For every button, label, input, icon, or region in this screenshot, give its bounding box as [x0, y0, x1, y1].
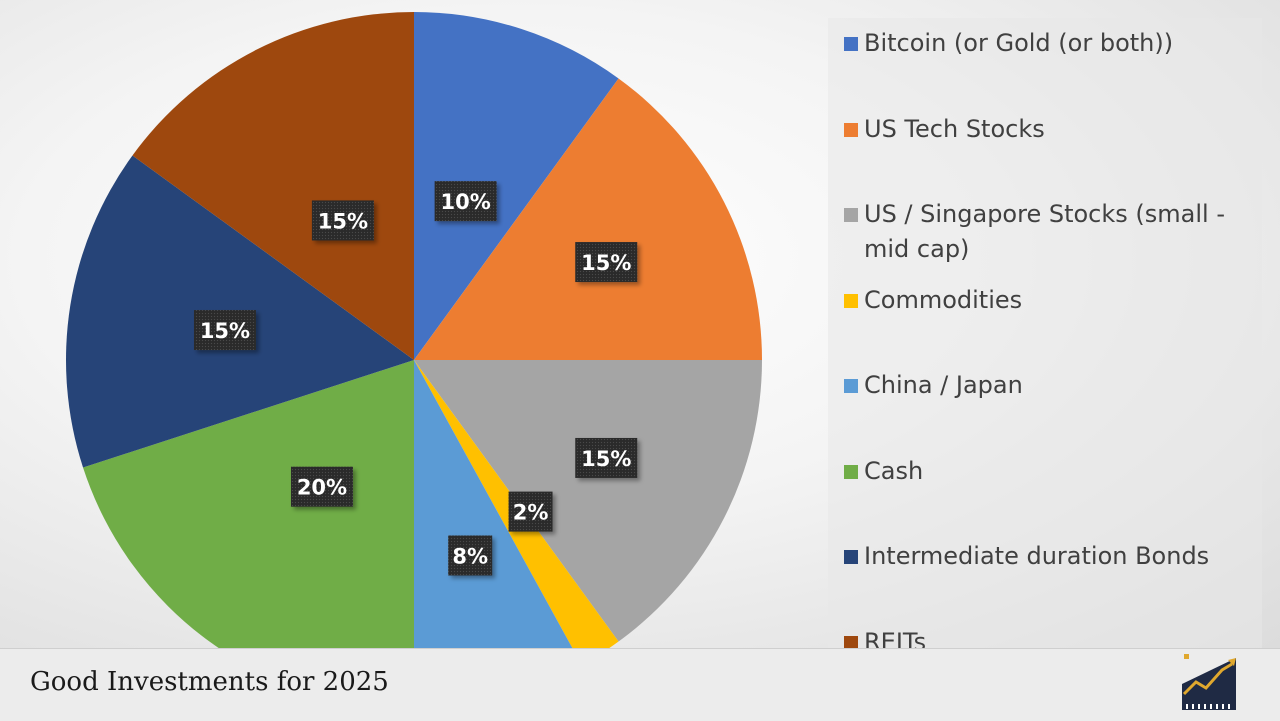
- legend-label: China / Japan: [864, 371, 1023, 399]
- pie-slice-reits: [132, 12, 414, 360]
- data-label-commodities: 2%: [508, 491, 553, 532]
- legend-label: Cash: [864, 456, 924, 485]
- data-label-intermediate-duration-bonds: 15%: [193, 310, 256, 351]
- data-label-cash: 20%: [290, 466, 353, 507]
- data-label-text: 8%: [452, 544, 488, 568]
- pie-slice-cash: [83, 360, 414, 648]
- rising-chart-icon: [1182, 654, 1236, 710]
- data-label-text: 20%: [297, 476, 347, 500]
- data-label-us-singapore-stocks-small-mid-cap: 15%: [575, 437, 638, 478]
- data-label-china-japan: 8%: [448, 535, 493, 576]
- data-label-box: [575, 437, 638, 478]
- data-label-text: 15%: [581, 251, 631, 275]
- pie-slice-us-tech-stocks: [414, 78, 762, 360]
- pie-slice-china-japan: [414, 360, 573, 648]
- legend-label: REITs: [864, 627, 927, 649]
- data-label-box: [434, 181, 497, 222]
- legend-label: Intermediate duration Bonds: [864, 542, 1210, 570]
- data-label-box: [508, 491, 553, 532]
- data-label-box: [575, 242, 638, 283]
- data-label-box: [290, 466, 353, 507]
- pie-chart: 10% 15% 15% 2% 8% 20% 15% 15%: [65, 12, 762, 648]
- legend-swatch: [844, 635, 858, 648]
- pie-slice-us-singapore-stocks-small-mid-cap: [414, 360, 762, 642]
- data-label-bitcoin-or-gold-or-both: 10%: [434, 181, 497, 222]
- data-label-text: 15%: [581, 447, 631, 471]
- data-label-box: [311, 200, 374, 241]
- data-label-text: 15%: [200, 319, 250, 343]
- data-label-text: 10%: [440, 190, 490, 214]
- data-label-box: [193, 310, 256, 351]
- legend-item-reits: REITs: [844, 625, 1264, 649]
- data-label-reits: 15%: [311, 200, 374, 241]
- chart-area: 10% 15% 15% 2% 8% 20% 15% 15% Bitcoin (or Gold …: [0, 0, 1280, 648]
- data-label-text: 2%: [513, 501, 549, 525]
- pie-slice-bitcoin-or-gold-or-both: [414, 12, 619, 360]
- data-label-text: 15%: [318, 209, 368, 233]
- legend-item-commodities: Commodities: [844, 283, 1264, 318]
- legend-panel: [828, 18, 1262, 648]
- legend-label: US Tech Stocks: [864, 114, 1045, 143]
- legend-item-china-japan: China / Japan: [844, 368, 1264, 403]
- legend-item-bitcoin-or-gold-or-both: Bitcoin (or Gold (or both)): [844, 26, 1264, 61]
- legend-swatch: [844, 550, 858, 564]
- legend-label: Bitcoin (or Gold (or both)): [864, 29, 1174, 57]
- legend-item-us-tech-stocks: US Tech Stocks: [844, 112, 1264, 147]
- legend-swatch: [844, 208, 858, 222]
- legend-swatch: [844, 379, 858, 393]
- legend-label: US / Singapore Stocks (small - mid cap): [864, 200, 1225, 263]
- footer-title: Good Investments for 2025: [30, 667, 389, 697]
- legend-item-us-singapore-stocks-small-mid-cap: US / Singapore Stocks (small - mid cap): [844, 197, 1264, 267]
- legend-swatch: [844, 122, 858, 137]
- data-label-us-tech-stocks: 15%: [575, 242, 638, 283]
- legend-swatch: [844, 293, 858, 308]
- legend-item-intermediate-duration-bonds: Intermediate duration Bonds: [844, 539, 1264, 574]
- legend-label: Commodities: [864, 285, 1023, 314]
- legend-swatch: [844, 37, 858, 51]
- legend-swatch: [844, 464, 858, 479]
- data-label-box: [448, 535, 493, 576]
- footer-bar: Good Investments for 2025: [0, 648, 1280, 721]
- legend-item-cash: Cash: [844, 454, 1264, 489]
